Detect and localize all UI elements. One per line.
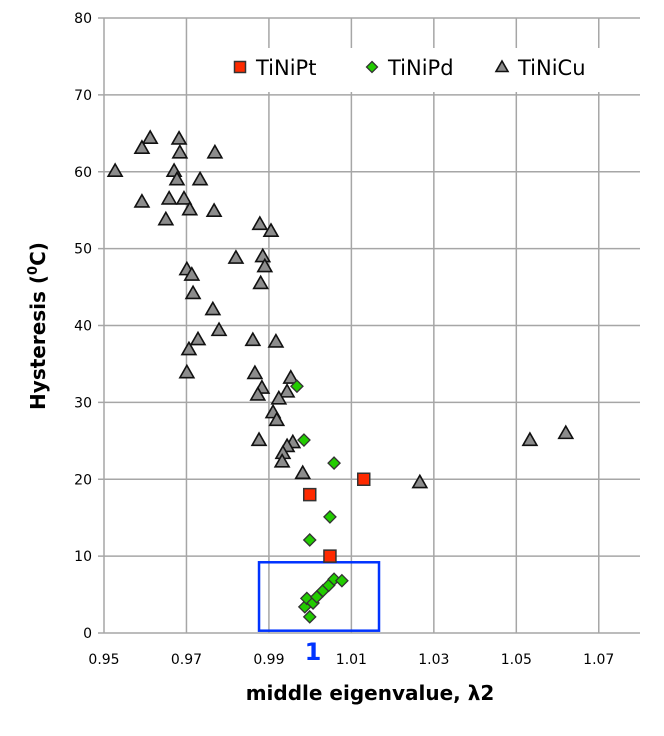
- y-tick-label: 0: [83, 626, 92, 642]
- tinicu-point: [268, 411, 286, 427]
- y-axis-title-sup: 0: [26, 266, 41, 275]
- tinicu-point: [252, 274, 270, 290]
- axes: [98, 17, 640, 634]
- y-tick-label: 40: [74, 319, 92, 335]
- tinicu-point: [133, 193, 151, 208]
- y-axis-title: Hysteresis (0C): [26, 242, 50, 410]
- tinicu-point: [175, 190, 193, 205]
- tinicu-point: [278, 383, 296, 398]
- y-tick-label: 20: [74, 472, 92, 488]
- tinicu-point: [270, 389, 288, 405]
- tinicu-point: [183, 266, 201, 281]
- tinipd-point: [327, 456, 341, 471]
- y-tick-label: 30: [74, 395, 92, 411]
- tinicu-point: [184, 284, 202, 300]
- x-tick-label: 0.97: [171, 652, 202, 668]
- x-tick-label: 1.01: [336, 652, 367, 668]
- tinipt-legend-label: TiNiPt: [255, 56, 316, 80]
- tinicu-point: [251, 215, 269, 231]
- tinipd-point: [290, 379, 304, 394]
- tinicu-legend-marker: [494, 59, 510, 73]
- tinipd-point: [297, 433, 311, 447]
- tinicu-point: [171, 143, 189, 159]
- annotations: 1: [257, 561, 381, 666]
- tinicu-point: [254, 247, 272, 263]
- y-axis-title-main: Hysteresis (: [26, 275, 50, 410]
- tinicu-point: [168, 170, 186, 186]
- x-tick-label: 0.95: [88, 652, 119, 668]
- tinicu-point: [191, 170, 209, 186]
- tinipt-point: [302, 487, 317, 502]
- x-axis-title: middle eigenvalue, λ2: [246, 681, 495, 705]
- tinipd-point: [302, 533, 317, 547]
- gridlines: [104, 17, 640, 633]
- x-tick-label: 0.99: [253, 652, 284, 668]
- tinicu-point: [411, 473, 429, 489]
- y-axis-title-end: C): [26, 242, 50, 266]
- tick-labels: 0 10 20 30 40 50 60 70 80 0.95 0.97 0.99 1.01 1.03 1.0…: [74, 11, 614, 668]
- tinicu-point: [521, 431, 539, 447]
- x-tick-label: 1.07: [583, 652, 614, 668]
- tinicu-point: [557, 424, 575, 440]
- tinipd-point: [323, 509, 337, 524]
- tinicu-point: [180, 340, 198, 356]
- tinicu-point: [250, 431, 268, 447]
- tinicu-point: [206, 143, 224, 159]
- tinicu-point: [227, 249, 245, 264]
- legend-background: [222, 48, 622, 92]
- tinicu-point: [106, 162, 124, 178]
- tinipt-legend-marker: [233, 60, 247, 74]
- tinipd-legend-label: TiNiPd: [387, 56, 454, 80]
- x-tick-label: 1.03: [418, 652, 449, 668]
- tinicu-point: [170, 130, 188, 145]
- y-tick-label: 70: [74, 88, 92, 104]
- tinicu-point: [262, 222, 280, 237]
- tinicu-point: [282, 369, 300, 384]
- tinicu-point: [178, 363, 196, 379]
- tinicu-point: [133, 139, 151, 154]
- y-tick-label: 50: [74, 242, 92, 258]
- tinicu-point: [210, 321, 228, 337]
- y-tick-label: 10: [74, 549, 92, 565]
- tinicu-point: [204, 300, 222, 316]
- tinicu-point: [160, 190, 178, 205]
- tinicu-point: [181, 200, 199, 216]
- tinicu-point: [246, 364, 264, 380]
- tinicu-point: [273, 452, 291, 468]
- tinicu-point: [249, 386, 267, 401]
- highlight-box-label: 1: [305, 638, 322, 666]
- tinipt-point: [357, 472, 371, 486]
- tinipt-point: [323, 549, 337, 563]
- tinicu-point: [141, 129, 159, 144]
- tinipd-point: [334, 573, 349, 588]
- tinicu-point: [244, 331, 262, 347]
- tinipd-legend-marker: [365, 60, 379, 74]
- legend: TiNiPt TiNiPd TiNiCu: [222, 48, 622, 92]
- tinicu-point: [256, 257, 274, 273]
- tinicu-point: [205, 202, 223, 218]
- data-points: [106, 129, 575, 624]
- x-tick-label: 1.05: [501, 652, 532, 668]
- tinicu-point: [267, 333, 285, 348]
- tinicu-point: [189, 330, 207, 346]
- tinicu-point: [157, 210, 175, 226]
- tinipd-point: [302, 609, 317, 624]
- tinicu-point: [294, 464, 312, 480]
- y-tick-label: 60: [74, 165, 92, 181]
- tinicu-legend-label: TiNiCu: [517, 56, 586, 80]
- y-tick-label: 80: [74, 11, 92, 27]
- highlight-box: [257, 561, 381, 632]
